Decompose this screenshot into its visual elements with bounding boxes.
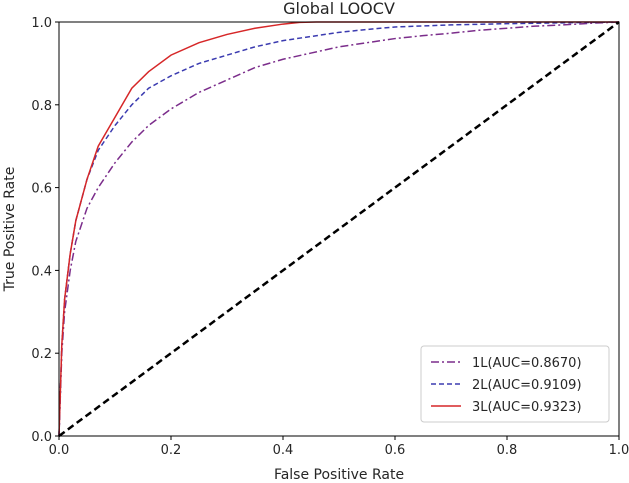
x-tick-label: 0.8 bbox=[497, 443, 518, 458]
x-tick-label: 0.0 bbox=[49, 443, 70, 458]
y-tick-label: 0.8 bbox=[31, 99, 52, 114]
x-tick-label: 0.6 bbox=[385, 443, 406, 458]
y-tick-label: 0.0 bbox=[31, 430, 52, 445]
x-axis-label: False Positive Rate bbox=[274, 467, 404, 483]
x-tick-label: 0.2 bbox=[161, 443, 182, 458]
y-tick-label: 0.4 bbox=[31, 264, 52, 279]
plot-area bbox=[58, 20, 620, 438]
y-axis-label: True Positive Rate bbox=[2, 167, 18, 293]
legend-label-3: 3L(AUC=0.9323) bbox=[472, 400, 582, 415]
y-tick-label: 0.2 bbox=[31, 347, 52, 362]
legend: 1L(AUC=0.8670) 2L(AUC=0.9109) 3L(AUC=0.932… bbox=[420, 345, 610, 423]
y-tick-label: 0.6 bbox=[31, 182, 52, 197]
legend-label-1: 1L(AUC=0.8670) bbox=[472, 356, 582, 371]
chance-diagonal-line bbox=[58, 20, 620, 438]
chart-title: Global LOOCV bbox=[283, 0, 395, 18]
y-tick-label: 1.0 bbox=[31, 16, 52, 31]
axes-frame bbox=[58, 21, 620, 437]
x-tick-label: 1.0 bbox=[609, 443, 629, 458]
series-line-2 bbox=[58, 21, 620, 437]
legend-box bbox=[420, 345, 610, 423]
legend-label-2: 2L(AUC=0.9109) bbox=[472, 378, 582, 393]
axis-ticks: 0.0 0.2 0.4 0.6 0.8 1.0 0.0 0.2 0.4 0.6 0.8 1.0 bbox=[31, 16, 629, 458]
x-tick-label: 0.4 bbox=[273, 443, 294, 458]
